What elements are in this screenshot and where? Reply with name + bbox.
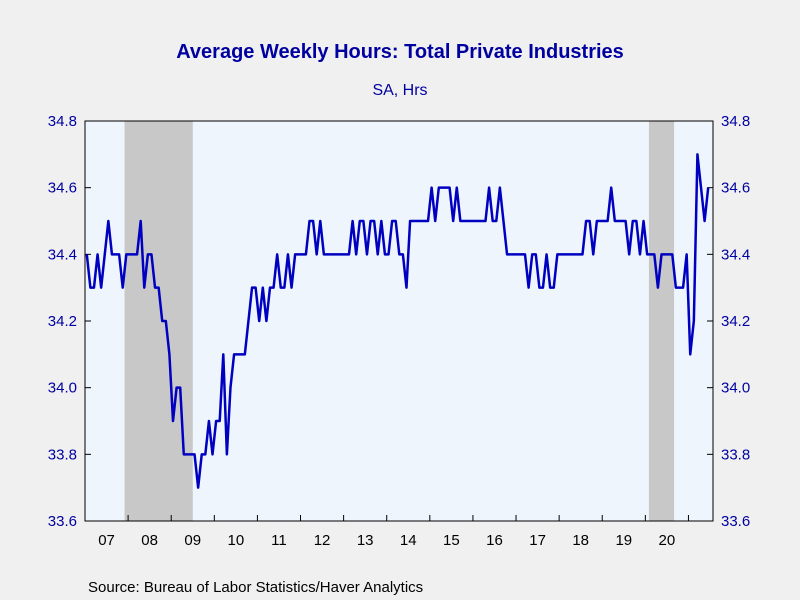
y-tick-label-right: 34.6 (721, 180, 750, 197)
y-tick-label-left: 34.4 (48, 246, 77, 263)
recession-band (648, 121, 675, 521)
y-tick-label-left: 34.8 (48, 113, 77, 130)
x-tick-label: 13 (357, 532, 374, 549)
x-tick-label: 07 (98, 532, 115, 549)
y-tick-label-right: 33.8 (721, 446, 750, 463)
x-tick-label: 20 (659, 532, 676, 549)
x-tick-label: 19 (615, 532, 632, 549)
x-tick-label: 18 (572, 532, 589, 549)
chart-subtitle: SA, Hrs (372, 82, 427, 99)
x-tick-label: 14 (400, 532, 417, 549)
y-tick-label-left: 34.6 (48, 180, 77, 197)
x-tick-label: 17 (529, 532, 546, 549)
x-tick-label: 15 (443, 532, 460, 549)
recession-band (124, 121, 193, 521)
x-tick-label: 12 (314, 532, 331, 549)
chart-title: Average Weekly Hours: Total Private Indu… (176, 41, 624, 63)
x-tick-label: 09 (184, 532, 201, 549)
y-tick-label-right: 34.0 (721, 380, 750, 397)
y-tick-label-right: 34.8 (721, 113, 750, 130)
source-note: Source: Bureau of Labor Statistics/Haver… (88, 579, 423, 596)
x-tick-label: 08 (141, 532, 158, 549)
y-tick-label-right: 34.4 (721, 246, 750, 263)
y-tick-label-left: 34.2 (48, 313, 77, 330)
x-tick-label: 16 (486, 532, 503, 549)
x-tick-label: 10 (228, 532, 245, 549)
y-tick-label-right: 34.2 (721, 313, 750, 330)
y-tick-label-left: 33.8 (48, 446, 77, 463)
y-tick-label-right: 33.6 (721, 513, 750, 530)
y-tick-label-left: 34.0 (48, 380, 77, 397)
x-tick-label: 11 (271, 532, 287, 549)
plot-area: 34.8 34.8 34.6 34.6 34.4 34.4 34.2 34.2 34.0 34.0… (48, 113, 750, 549)
series-line (85, 153, 710, 489)
y-tick-label-left: 33.6 (48, 513, 77, 530)
